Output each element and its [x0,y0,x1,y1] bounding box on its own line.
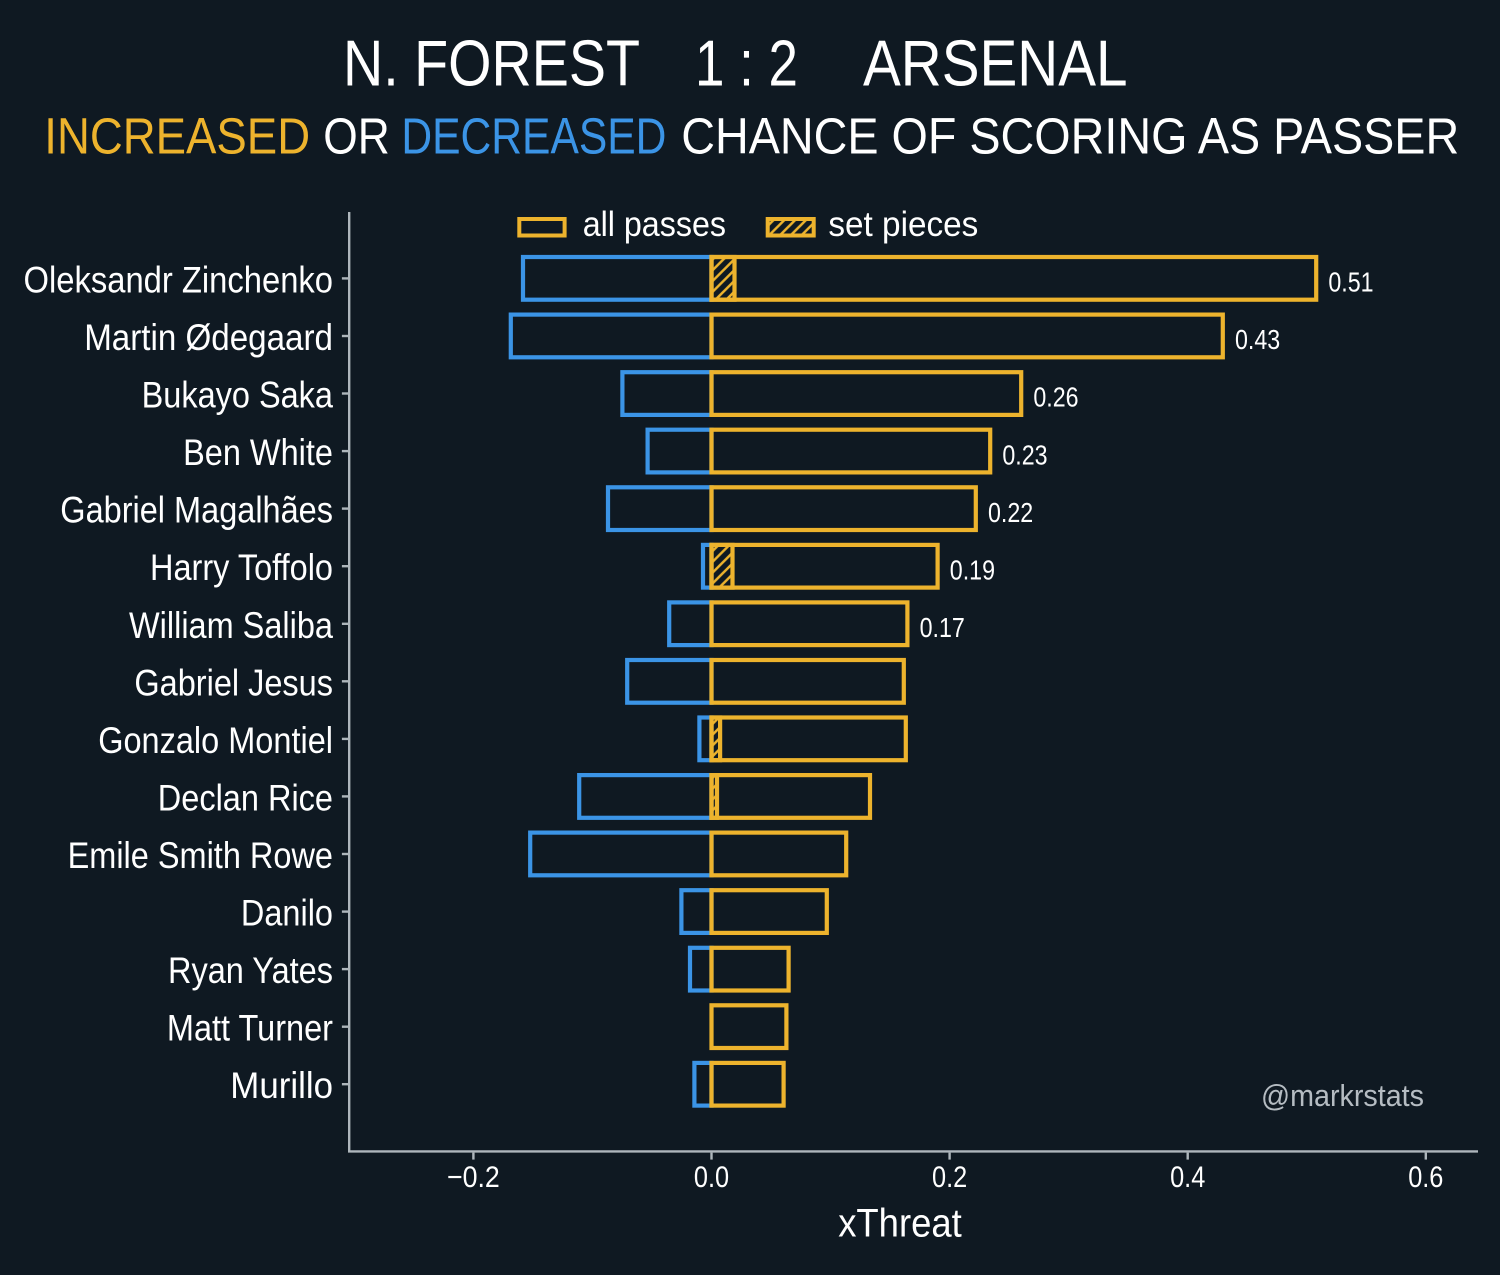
svg-text:Danilo: Danilo [241,893,333,934]
svg-text:0.0: 0.0 [694,1161,729,1194]
svg-text:Murillo: Murillo [230,1065,333,1106]
svg-text:@markrstats: @markrstats [1261,1078,1424,1113]
svg-text:ARSENAL: ARSENAL [863,27,1128,100]
svg-text:0.51: 0.51 [1328,267,1373,298]
svg-text:Martin Ødegaard: Martin Ødegaard [84,317,333,358]
svg-text:0.26: 0.26 [1033,382,1078,413]
svg-text:Gonzalo Montiel: Gonzalo Montiel [98,720,333,761]
svg-text:Declan Rice: Declan Rice [158,777,333,818]
svg-text:1 : 2: 1 : 2 [695,27,798,100]
svg-text:0.19: 0.19 [950,554,995,585]
svg-text:0.23: 0.23 [1002,439,1047,470]
svg-text:set pieces: set pieces [828,205,978,244]
svg-text:0.2: 0.2 [932,1161,967,1194]
svg-text:0.22: 0.22 [988,497,1033,528]
svg-text:0.6: 0.6 [1408,1161,1443,1194]
svg-text:CHANCE OF SCORING AS PASSER: CHANCE OF SCORING AS PASSER [681,108,1459,165]
svg-text:N. FOREST: N. FOREST [343,27,640,100]
svg-text:0.17: 0.17 [920,612,965,643]
svg-text:INCREASED: INCREASED [44,108,310,165]
svg-text:DECREASED: DECREASED [401,108,666,165]
svg-text:William Saliba: William Saliba [129,605,333,646]
svg-text:all passes: all passes [583,205,726,244]
svg-text:Oleksandr Zinchenko: Oleksandr Zinchenko [24,259,334,300]
svg-text:Emile Smith Rowe: Emile Smith Rowe [68,835,333,876]
svg-text:Bukayo Saka: Bukayo Saka [142,375,334,416]
svg-text:Matt Turner: Matt Turner [167,1008,333,1049]
svg-text:−0.2: −0.2 [447,1161,500,1194]
svg-text:0.43: 0.43 [1235,324,1280,355]
svg-text:Ben White: Ben White [183,432,333,473]
svg-text:Gabriel Jesus: Gabriel Jesus [134,662,333,703]
svg-text:xThreat: xThreat [838,1201,962,1245]
svg-text:Harry Toffolo: Harry Toffolo [150,547,333,588]
svg-text:Gabriel Magalhães: Gabriel Magalhães [60,490,333,531]
svg-text:Ryan Yates: Ryan Yates [168,950,333,991]
svg-text:OR: OR [323,108,390,165]
svg-text:0.4: 0.4 [1170,1161,1205,1194]
